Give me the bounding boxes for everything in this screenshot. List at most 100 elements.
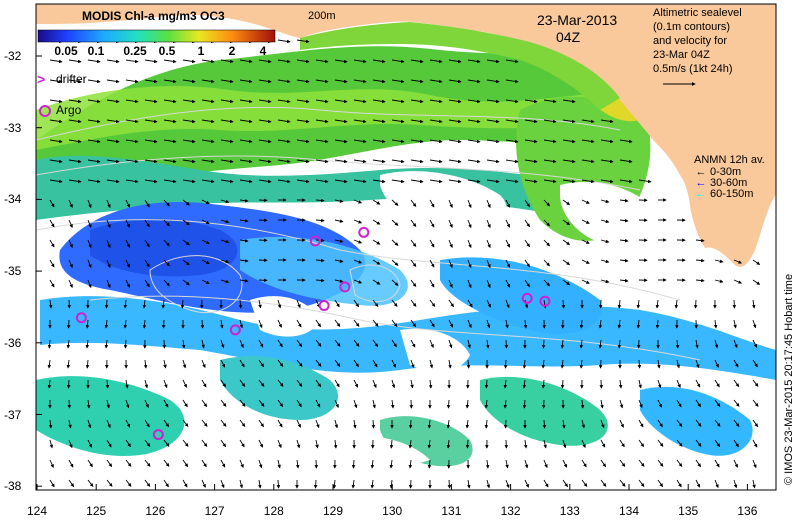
velocity-arrow xyxy=(125,219,130,228)
velocity-arrow xyxy=(353,179,367,184)
velocity-arrow xyxy=(581,419,586,429)
velocity-arrow xyxy=(201,379,207,388)
velocity-arrow xyxy=(674,299,679,309)
velocity-arrow xyxy=(524,159,538,164)
velocity-arrow xyxy=(106,99,120,104)
velocity-arrow xyxy=(752,379,759,387)
velocity-arrow xyxy=(372,219,381,225)
x-tick-label: 127 xyxy=(204,504,225,518)
velocity-arrow xyxy=(353,299,360,308)
velocity-arrow xyxy=(427,439,432,449)
velocity-arrow xyxy=(619,419,624,428)
velocity-arrow xyxy=(87,79,101,84)
velocity-arrow xyxy=(638,439,645,448)
velocity-arrow xyxy=(220,79,234,84)
velocity-arrow xyxy=(410,259,417,267)
velocity-arrow xyxy=(391,159,405,164)
velocity-arrow xyxy=(315,179,329,184)
velocity-arrow xyxy=(505,299,510,309)
velocity-arrow xyxy=(562,419,566,429)
velocity-arrow xyxy=(675,339,680,349)
velocity-arrow xyxy=(391,279,399,286)
velocity-arrow xyxy=(106,219,111,229)
altimetry-line: (0.1m contours) xyxy=(653,21,731,33)
velocity-arrow xyxy=(315,339,322,347)
velocity-arrow xyxy=(752,479,756,489)
velocity-arrow xyxy=(448,359,452,369)
velocity-arrow xyxy=(123,339,128,349)
velocity-arrow xyxy=(87,179,101,184)
velocity-arrow xyxy=(562,259,571,266)
velocity-arrow xyxy=(484,379,489,389)
velocity-arrow xyxy=(201,419,208,427)
x-tick-label: 133 xyxy=(559,504,580,518)
velocity-arrow xyxy=(258,459,263,469)
velocity-arrow xyxy=(277,399,284,408)
colorbar-tick-label: 1 xyxy=(197,44,205,58)
velocity-arrow xyxy=(600,139,614,144)
velocity-arrow xyxy=(144,79,158,84)
argo-float-marker xyxy=(229,324,241,336)
velocity-arrow xyxy=(163,219,170,227)
velocity-arrow xyxy=(543,139,557,144)
velocity-arrow xyxy=(713,319,718,329)
velocity-arrow xyxy=(68,99,82,104)
velocity-arrow xyxy=(47,379,52,389)
colorbar-tick-label: 0.1 xyxy=(87,44,105,58)
velocity-arrow xyxy=(579,319,584,329)
velocity-arrow xyxy=(220,59,234,64)
x-tick-label: 131 xyxy=(441,504,462,518)
velocity-arrow xyxy=(258,419,264,428)
velocity-arrow xyxy=(676,439,683,447)
velocity-arrow xyxy=(446,439,451,449)
velocity-arrow xyxy=(505,139,519,144)
velocity-arrow xyxy=(543,219,550,227)
velocity-arrow xyxy=(657,439,664,447)
velocity-arrow xyxy=(220,419,227,427)
velocity-arrow xyxy=(714,259,724,263)
velocity-arrow xyxy=(144,119,158,124)
x-tick-label: 125 xyxy=(86,504,107,518)
velocity-arrow xyxy=(486,219,491,229)
argo-float-marker xyxy=(539,295,551,307)
velocity-arrow xyxy=(503,419,508,429)
velocity-arrow xyxy=(220,119,234,124)
velocity-arrow xyxy=(296,159,310,164)
argo-float-marker xyxy=(318,300,330,312)
x-tick-label: 129 xyxy=(322,504,344,518)
velocity-arrow xyxy=(106,239,111,249)
velocity-arrow xyxy=(277,159,291,164)
velocity-arrow xyxy=(543,239,550,247)
velocity-arrow xyxy=(258,379,265,387)
velocity-arrow xyxy=(448,99,462,104)
velocity-arrow xyxy=(201,79,215,84)
velocity-arrow xyxy=(220,199,230,204)
velocity-arrow xyxy=(87,199,92,209)
velocity-arrow xyxy=(220,279,230,284)
velocity-arrow xyxy=(334,279,344,283)
velocity-arrow xyxy=(334,359,341,367)
velocity-arrow xyxy=(315,399,321,408)
velocity-arrow xyxy=(733,419,740,427)
velocity-arrow xyxy=(486,179,500,184)
velocity-arrow xyxy=(562,459,568,468)
velocity-arrow xyxy=(49,239,55,248)
velocity-arrow xyxy=(258,99,272,104)
velocity-arrow xyxy=(486,279,491,289)
x-tick-label: 128 xyxy=(263,504,284,518)
velocity-arrow xyxy=(85,319,90,329)
velocity-arrow xyxy=(732,299,737,309)
velocity-arrow xyxy=(125,119,139,124)
velocity-arrow xyxy=(619,258,629,263)
velocity-arrow xyxy=(125,79,139,84)
x-tick-label: 134 xyxy=(618,504,640,518)
velocity-arrow xyxy=(353,259,363,264)
velocity-arrow xyxy=(144,179,158,184)
velocity-arrow xyxy=(353,159,367,164)
velocity-arrow xyxy=(182,379,187,388)
velocity-arrow xyxy=(486,199,491,209)
velocity-arrow xyxy=(429,319,435,328)
velocity-arrow xyxy=(49,139,63,144)
velocity-arrow xyxy=(258,59,272,64)
